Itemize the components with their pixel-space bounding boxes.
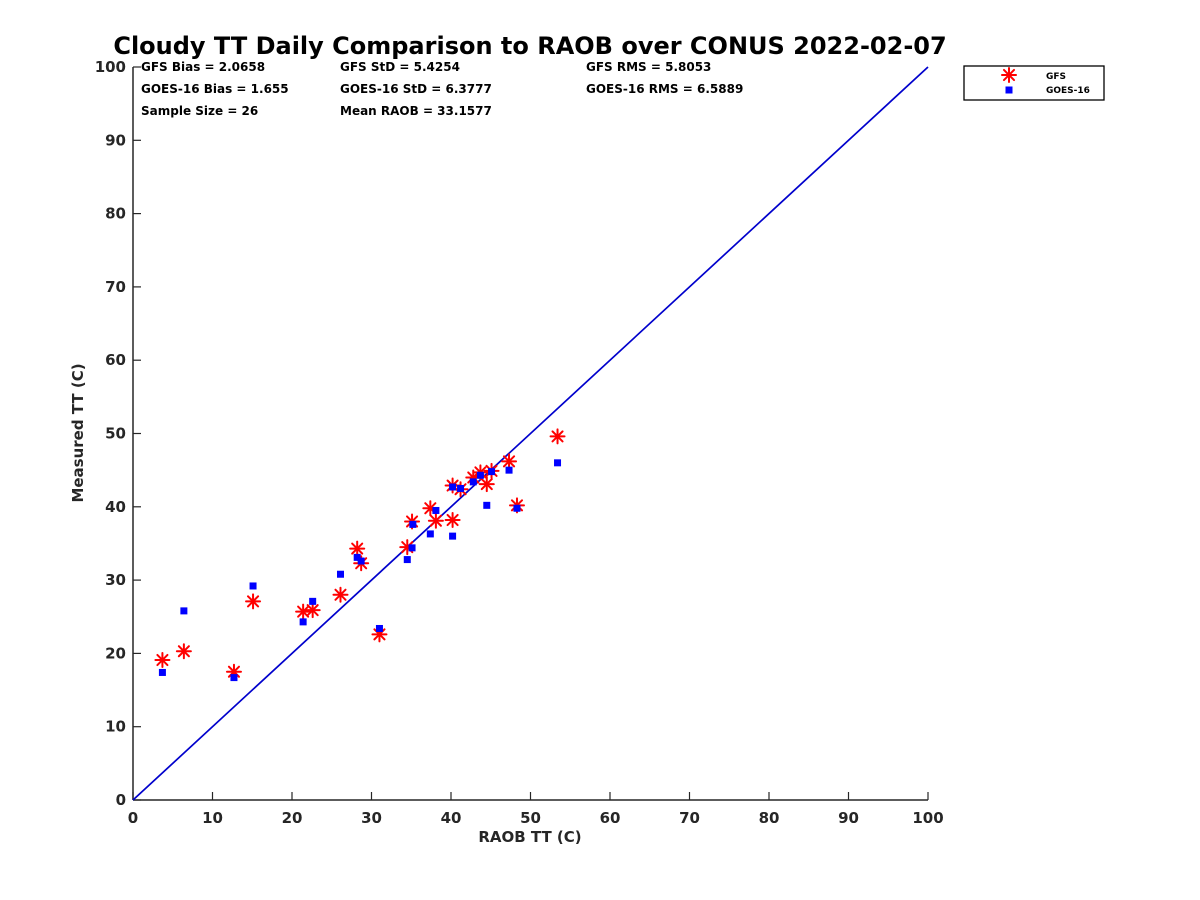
- gfs-point: [444, 511, 461, 528]
- gfs-point: [295, 603, 312, 620]
- goes16-point: [432, 506, 440, 514]
- stat-goes-std: GOES-16 StD = 6.3777: [340, 82, 492, 96]
- y-tick-label: 30: [105, 571, 126, 589]
- goes16-point: [357, 557, 365, 565]
- goes16-series: [158, 459, 562, 682]
- goes16-point: [469, 478, 477, 486]
- x-tick-label: 50: [520, 809, 541, 827]
- legend-goes16-label: GOES-16: [1046, 86, 1090, 96]
- y-tick-label: 0: [116, 791, 126, 809]
- gfs-point: [349, 540, 366, 557]
- x-tick-label: 80: [759, 809, 780, 827]
- y-tick-label: 80: [105, 205, 126, 223]
- goes16-point: [409, 520, 417, 528]
- gfs-point: [245, 593, 262, 610]
- y-tick-label: 70: [105, 278, 126, 296]
- chart-title: Cloudy TT Daily Comparison to RAOB over …: [113, 32, 946, 60]
- gfs-point: [478, 476, 495, 493]
- x-tick-label: 30: [361, 809, 382, 827]
- goes16-point: [449, 532, 457, 540]
- goes16-point: [180, 607, 188, 615]
- plot-area: 0 10 20 30 40 50 60 70 80 90 100 0 10 20 30 40 50 60 70 80…: [95, 58, 944, 827]
- y-tick-label: 90: [105, 131, 126, 149]
- y-tick-label: 60: [105, 351, 126, 369]
- goes16-point: [309, 597, 317, 605]
- goes16-point: [505, 466, 513, 474]
- goes16-point: [249, 582, 257, 590]
- x-tick-label: 70: [679, 809, 700, 827]
- legend-goes16-square: [1005, 86, 1013, 94]
- goes16-point: [158, 668, 166, 676]
- stat-mean-raob: Mean RAOB = 33.1577: [340, 104, 492, 118]
- one-to-one-line: [132, 66, 929, 801]
- y-tick-label: 40: [105, 498, 126, 516]
- goes16-point: [488, 468, 496, 476]
- x-tick-label: 0: [128, 809, 138, 827]
- x-axis-label: RAOB TT (C): [478, 828, 581, 846]
- x-tick-label: 40: [441, 809, 462, 827]
- stat-gfs-rms: GFS RMS = 5.8053: [586, 60, 711, 74]
- gfs-point: [427, 512, 444, 529]
- goes16-point: [403, 556, 411, 564]
- x-ticks: 0 10 20 30 40 50 60 70 80 90 100: [128, 792, 944, 827]
- legend-gfs-marker: [1001, 67, 1017, 83]
- gfs-point: [175, 643, 192, 660]
- goes16-point: [449, 483, 457, 491]
- goes16-point: [408, 544, 416, 552]
- stat-gfs-bias: GFS Bias = 2.0658: [141, 60, 265, 74]
- stats-block: GFS Bias = 2.0658 GFS StD = 5.4254 GFS R…: [141, 60, 743, 118]
- y-tick-label: 100: [95, 58, 126, 76]
- goes16-point: [353, 553, 361, 561]
- y-axis-label: Measured TT (C): [69, 363, 87, 502]
- goes16-point: [457, 484, 465, 492]
- goes16-point: [513, 504, 521, 512]
- y-ticks: 0 10 20 30 40 50 60 70 80 90 100: [95, 58, 141, 809]
- legend-box: [963, 65, 1105, 101]
- x-tick-label: 10: [202, 809, 223, 827]
- stat-gfs-std: GFS StD = 5.4254: [340, 60, 460, 74]
- gfs-point: [549, 428, 566, 445]
- legend-gfs-asterisk: [1001, 67, 1017, 83]
- gfs-point: [154, 651, 171, 668]
- goes16-point: [476, 471, 484, 479]
- goes16-point: [554, 459, 562, 467]
- y-tick-label: 50: [105, 425, 126, 443]
- legend-gfs-label: GFS: [1046, 72, 1066, 82]
- stat-sample-size: Sample Size = 26: [141, 104, 258, 118]
- x-tick-label: 100: [912, 809, 943, 827]
- goes16-point: [230, 674, 238, 682]
- goes16-point: [336, 570, 344, 578]
- y-tick-label: 20: [105, 644, 126, 662]
- y-tick-label: 10: [105, 718, 126, 736]
- goes16-point: [426, 530, 434, 538]
- gfs-point: [501, 453, 518, 470]
- gfs-point: [304, 602, 321, 619]
- stat-goes-rms: GOES-16 RMS = 6.5889: [586, 82, 743, 96]
- goes16-point: [299, 618, 307, 626]
- x-tick-label: 60: [600, 809, 621, 827]
- legend-goes16-marker: [1005, 86, 1013, 94]
- goes16-point: [483, 501, 491, 509]
- stat-goes-bias: GOES-16 Bias = 1.655: [141, 82, 289, 96]
- legend: GFS GOES-16: [963, 65, 1105, 101]
- x-tick-label: 90: [838, 809, 859, 827]
- x-tick-label: 20: [282, 809, 303, 827]
- gfs-point: [332, 586, 349, 603]
- goes16-point: [375, 624, 383, 632]
